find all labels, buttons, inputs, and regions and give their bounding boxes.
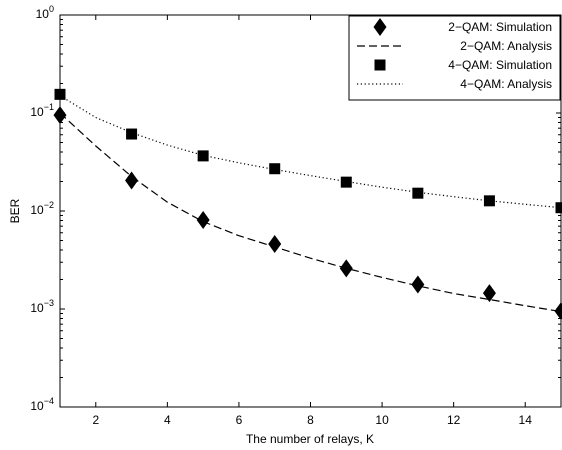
legend-diamond-marker: [373, 18, 387, 36]
square-marker: [483, 195, 495, 207]
square-marker: [126, 128, 138, 140]
diamond-marker: [411, 275, 425, 294]
x-tick-label: 6: [236, 413, 243, 427]
diamond-marker: [53, 106, 67, 125]
series-3: [59, 95, 562, 209]
diamond-marker: [268, 235, 282, 254]
legend-label: 2−QAM: Simulation: [448, 20, 552, 34]
y-tick-label: 10−3: [30, 298, 54, 315]
y-axis-label: BER: [8, 198, 22, 223]
y-tick-label: 10−4: [30, 396, 54, 413]
square-marker: [555, 202, 562, 214]
diamond-marker: [196, 210, 210, 229]
y-tick-label: 100: [36, 4, 54, 21]
series-1: [59, 112, 562, 313]
square-marker: [340, 176, 352, 188]
diamond-marker: [125, 171, 139, 190]
y-tick-label: 10−1: [30, 102, 54, 119]
legend: 2−QAM: Simulation 2−QAM: Analysis 4−QAM: S…: [348, 15, 561, 101]
series-layer: [53, 88, 562, 321]
dashed-line: [59, 112, 562, 313]
x-tick-label: 8: [307, 413, 314, 427]
x-tick-label: 2: [92, 413, 99, 427]
series-0: [53, 106, 562, 321]
square-marker: [269, 163, 281, 175]
x-tick-label: 14: [519, 413, 533, 427]
square-marker: [412, 187, 424, 199]
legend-square-marker: [374, 59, 386, 71]
y-tick-label: 10−2: [30, 200, 54, 217]
x-tick-label: 10: [375, 413, 389, 427]
x-tick-label: 4: [164, 413, 171, 427]
dotted-line: [59, 95, 562, 209]
diamond-marker: [482, 284, 496, 303]
legend-label: 4−QAM: Simulation: [448, 58, 552, 72]
square-marker: [54, 88, 66, 100]
legend-label: 2−QAM: Analysis: [460, 39, 552, 53]
legend-label: 4−QAM: Analysis: [460, 77, 552, 91]
x-tick-label: 12: [447, 413, 461, 427]
x-axis-label: The number of relays, K: [246, 432, 374, 446]
